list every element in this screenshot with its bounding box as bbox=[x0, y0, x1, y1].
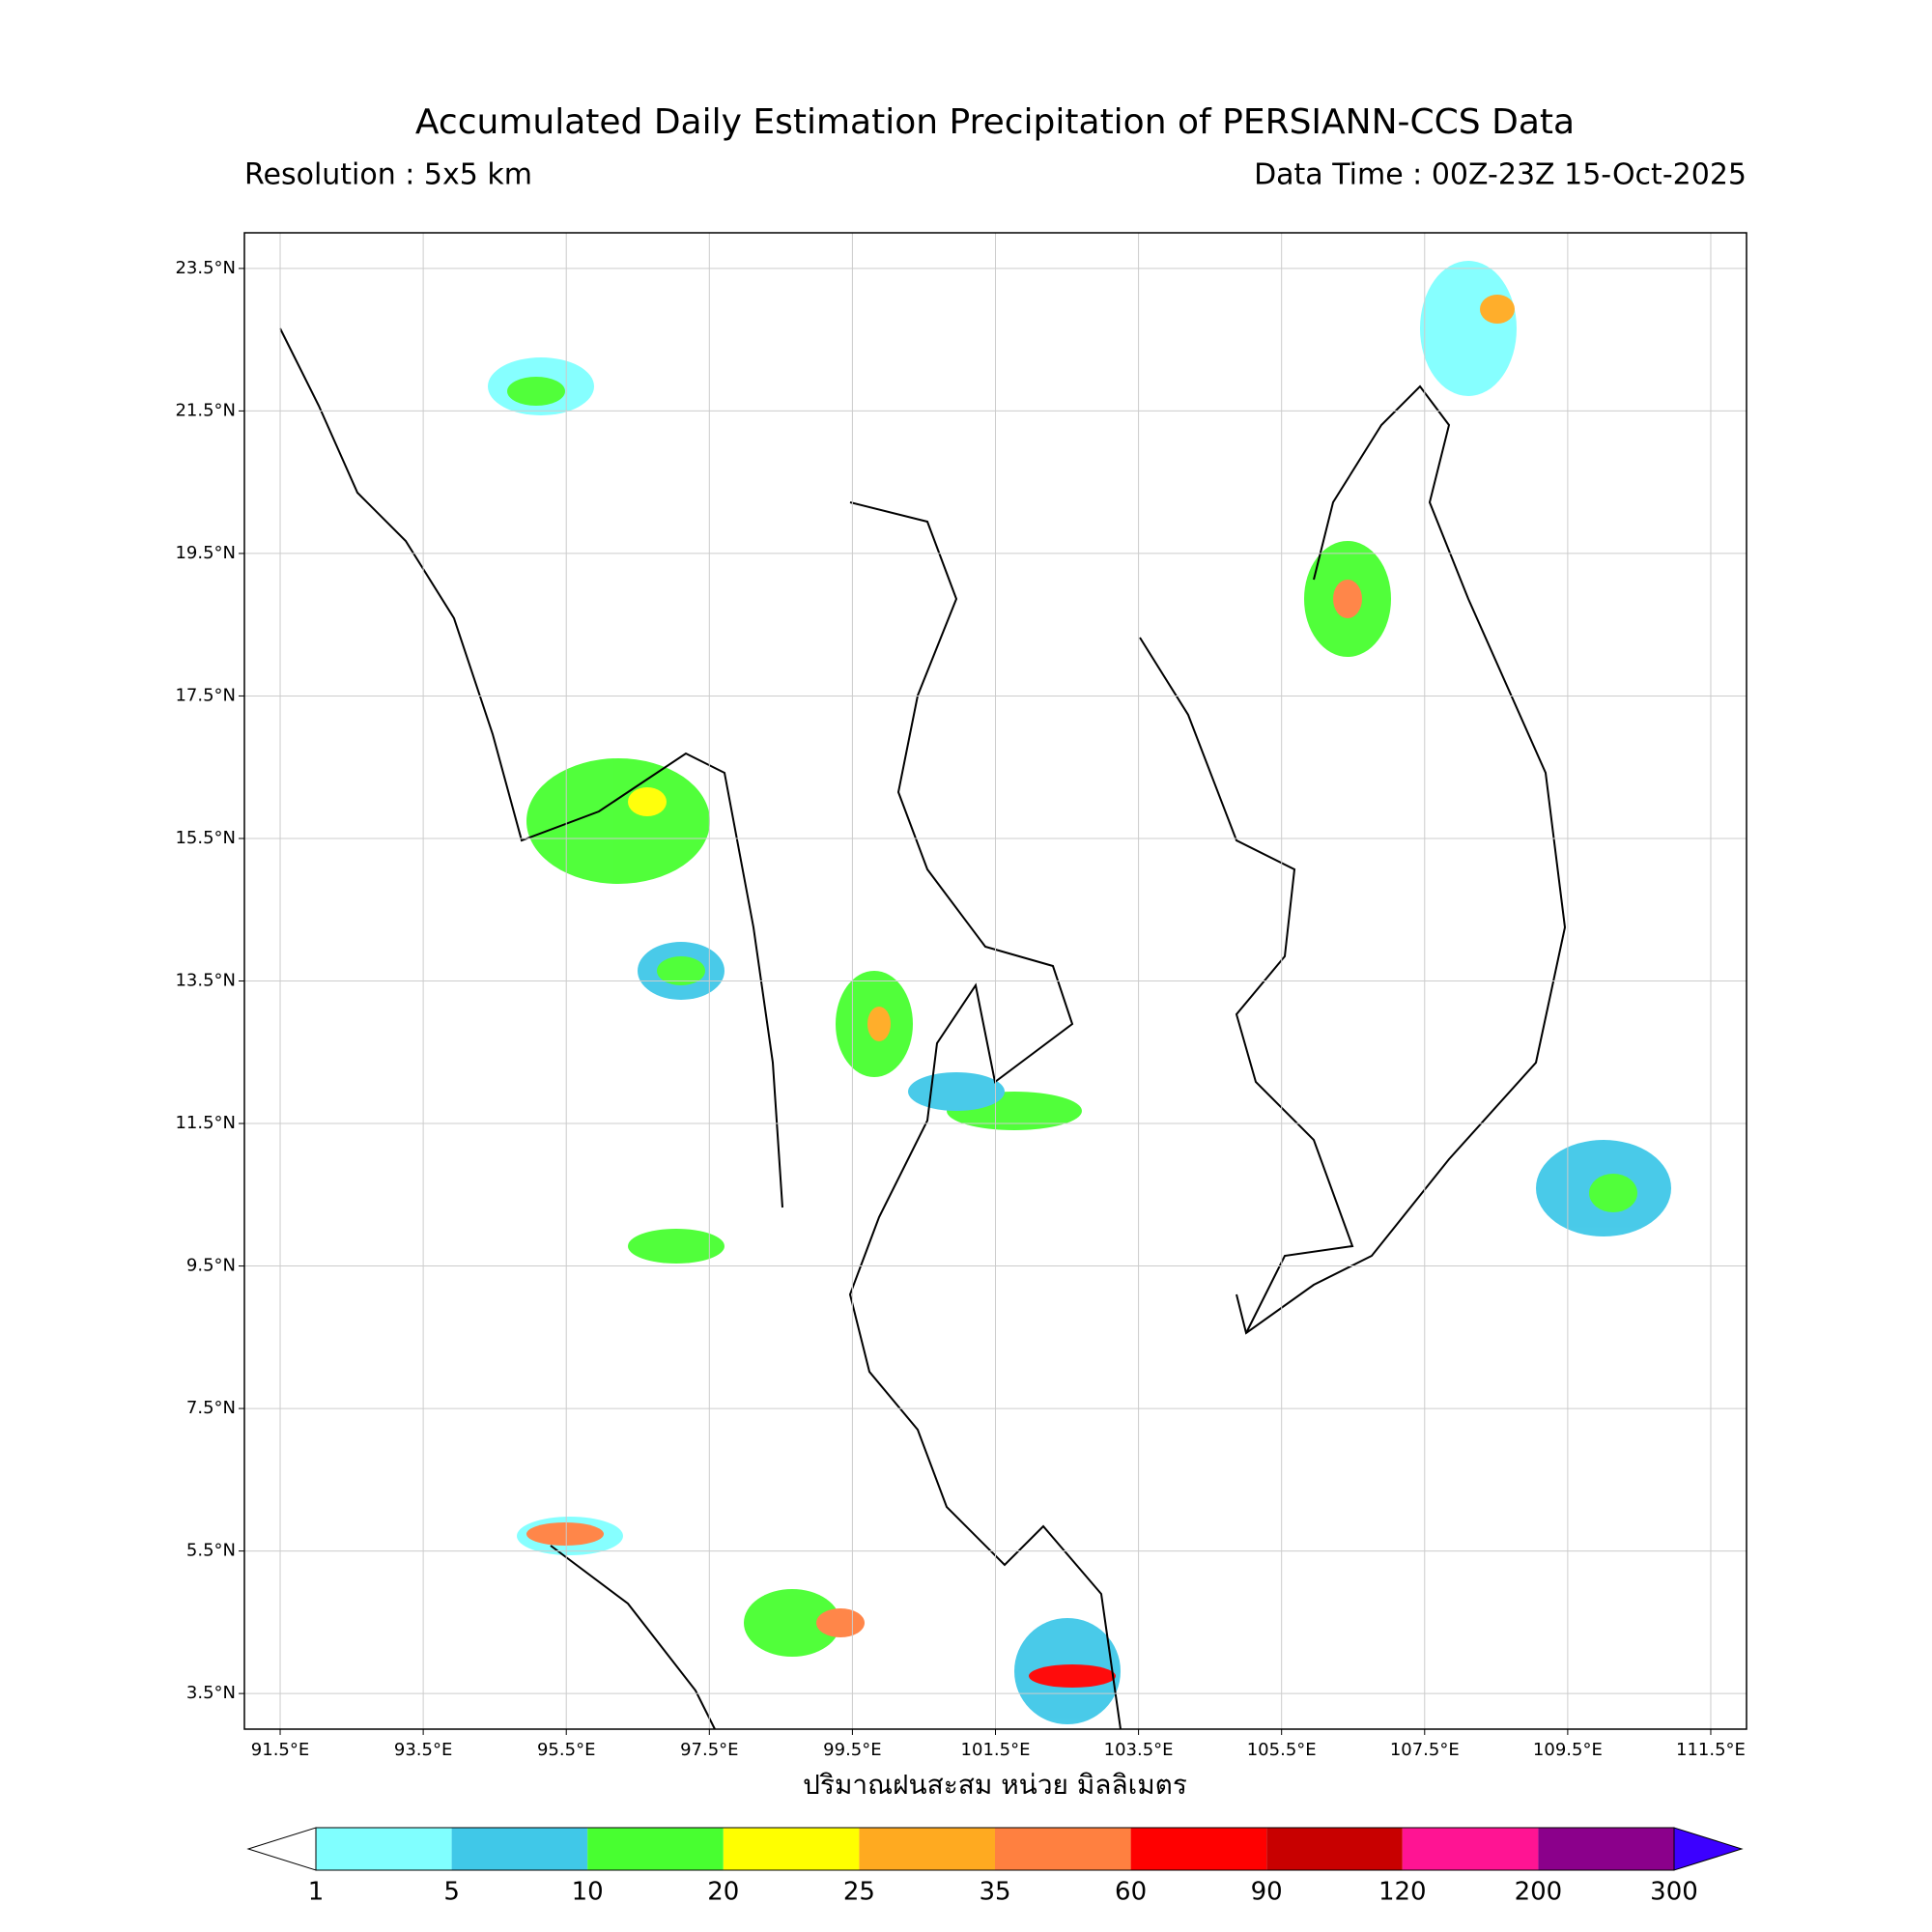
y-tick-label: 17.5°N bbox=[175, 685, 236, 705]
y-tick-label: 23.5°N bbox=[175, 258, 236, 278]
x-tick-label: 97.5°E bbox=[680, 1740, 738, 1760]
x-tick-label: 91.5°E bbox=[251, 1740, 309, 1760]
colorbar-box bbox=[723, 1828, 860, 1870]
y-tick-label: 3.5°N bbox=[186, 1683, 236, 1703]
x-tick-label: 101.5°E bbox=[961, 1740, 1031, 1760]
colorbar-box bbox=[451, 1828, 588, 1870]
colorbar-box bbox=[1130, 1828, 1267, 1870]
colorbar-frame bbox=[315, 1827, 1675, 1871]
map-frame bbox=[243, 232, 1747, 1730]
colorbar-box bbox=[995, 1828, 1131, 1870]
title: Accumulated Daily Estimation Precipitati… bbox=[415, 102, 1575, 142]
colorbar-label: 25 bbox=[843, 1878, 875, 1907]
y-tick-label: 21.5°N bbox=[175, 400, 236, 420]
x-tick-label: 103.5°E bbox=[1104, 1740, 1174, 1760]
colorbar-label: 300 bbox=[1650, 1878, 1698, 1907]
y-tick-label: 7.5°N bbox=[186, 1398, 236, 1418]
x-tick-label: 107.5°E bbox=[1390, 1740, 1460, 1760]
coastline bbox=[279, 327, 1567, 1730]
colorbar-label: 120 bbox=[1378, 1878, 1427, 1907]
precip-blobs bbox=[488, 261, 1671, 1724]
colorbar-label: 60 bbox=[1115, 1878, 1147, 1907]
colorbar-label: 35 bbox=[979, 1878, 1010, 1907]
y-tick-label: 9.5°N bbox=[186, 1256, 236, 1276]
colorbar-box bbox=[859, 1828, 995, 1870]
x-tick-label: 99.5°E bbox=[823, 1740, 881, 1760]
x-tick-label: 93.5°E bbox=[394, 1740, 452, 1760]
y-tick-label: 19.5°N bbox=[175, 543, 236, 563]
colorbar-under bbox=[246, 1827, 317, 1871]
x-tick-label: 109.5°E bbox=[1533, 1740, 1603, 1760]
colorbar-over bbox=[1673, 1827, 1744, 1871]
colorbar-label: 20 bbox=[707, 1878, 739, 1907]
colorbar-label: 90 bbox=[1251, 1878, 1283, 1907]
x-tick-label: 111.5°E bbox=[1676, 1740, 1746, 1760]
x-tick-label: 105.5°E bbox=[1247, 1740, 1317, 1760]
y-tick-label: 5.5°N bbox=[186, 1541, 236, 1561]
colorbar-label: 5 bbox=[443, 1878, 460, 1907]
y-tick-label: 15.5°N bbox=[175, 828, 236, 848]
colorbar-box bbox=[1402, 1828, 1539, 1870]
x-axis-label: ปริมาณฝนสะสม หน่วย มิลลิเมตร bbox=[803, 1769, 1187, 1801]
y-tick-label: 11.5°N bbox=[175, 1113, 236, 1133]
colorbar-box bbox=[587, 1828, 724, 1870]
colorbar-box bbox=[1538, 1828, 1674, 1870]
x-tick-label: 95.5°E bbox=[537, 1740, 595, 1760]
colorbar-label: 200 bbox=[1515, 1878, 1563, 1907]
colorbar-label: 10 bbox=[572, 1878, 604, 1907]
colorbar-label: 1 bbox=[308, 1878, 325, 1907]
resolution: Resolution : 5x5 km bbox=[244, 158, 532, 192]
data-time: Data Time : 00Z-23Z 15-Oct-2025 bbox=[1254, 158, 1747, 192]
colorbar-box bbox=[316, 1828, 452, 1870]
colorbar-box bbox=[1266, 1828, 1403, 1870]
y-tick-label: 13.5°N bbox=[175, 971, 236, 991]
